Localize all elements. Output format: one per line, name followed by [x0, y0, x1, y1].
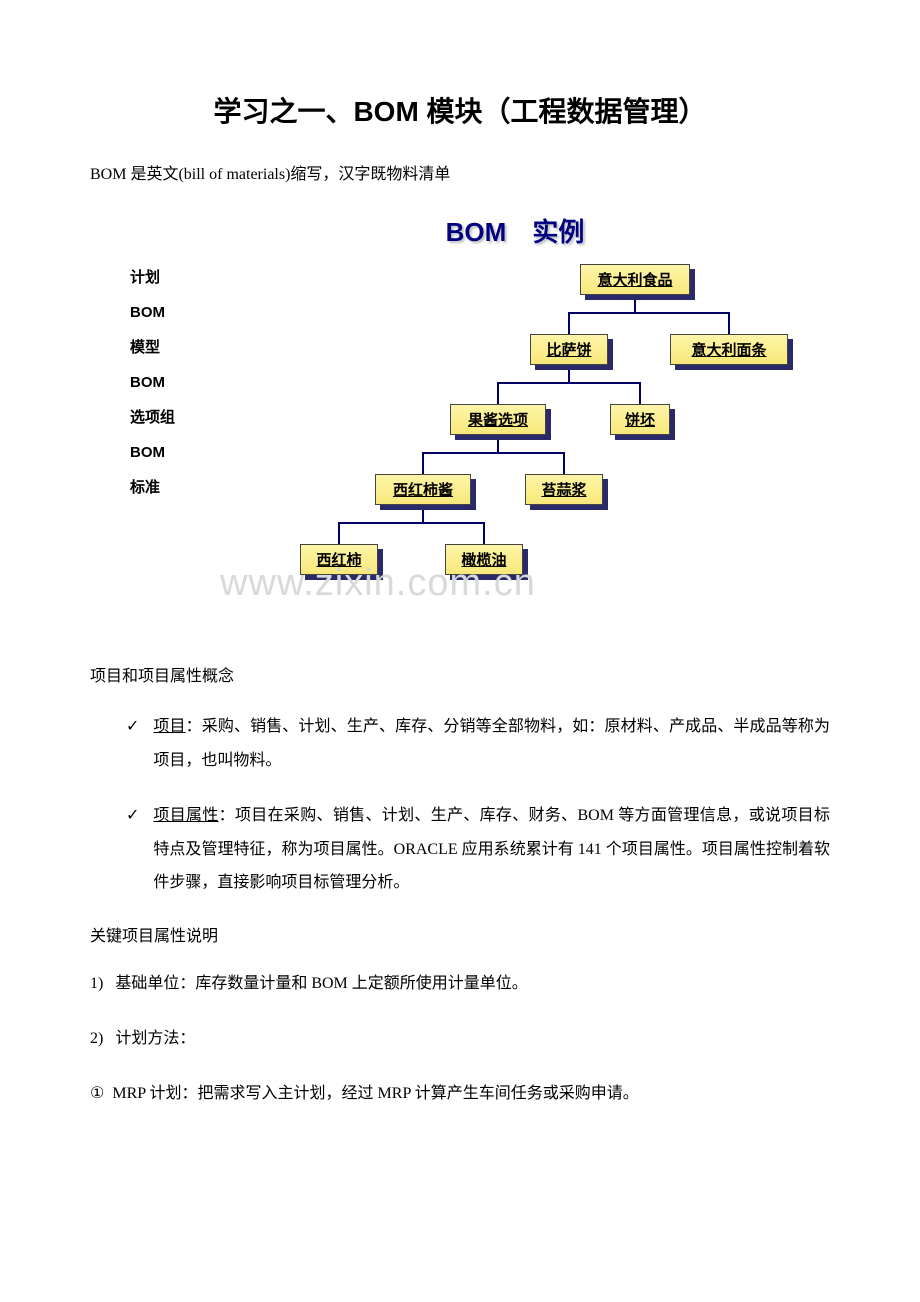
tree-node: 饼坯: [610, 404, 670, 435]
row-label: 模型: [130, 340, 175, 355]
tree-node: 橄榄油: [445, 544, 523, 575]
tree-node: 果酱选项: [450, 404, 546, 435]
bom-diagram: BOM 实例 计划 BOM 模型 BOM 选项组 BOM 标准 意大利食品比萨饼…: [90, 212, 830, 642]
diagram-row-labels: 计划 BOM 模型 BOM 选项组 BOM 标准: [130, 270, 175, 515]
check-icon: ✓: [126, 799, 139, 900]
tree-node: 西红柿: [300, 544, 378, 575]
bullet-item: ✓ 项目属性：项目在采购、销售、计划、生产、库存、财务、BOM 等方面管理信息，…: [126, 799, 830, 900]
row-label: 计划: [130, 270, 175, 285]
row-label: BOM: [130, 305, 175, 320]
numbered-item: 1) 基础单位：库存数量计量和 BOM 上定额所使用计量单位。: [90, 970, 830, 999]
row-label: BOM: [130, 445, 175, 460]
page-title: 学习之一、BOM 模块（工程数据管理）: [90, 90, 830, 130]
check-icon: ✓: [126, 710, 139, 777]
tree-node: 意大利面条: [670, 334, 788, 365]
numbered-item: 2) 计划方法：: [90, 1025, 830, 1054]
tree-node: 苔蒜浆: [525, 474, 603, 505]
circled-item: ① MRP 计划：把需求写入主计划，经过 MRP 计算产生车间任务或采购申请。: [90, 1080, 830, 1109]
bullet-text: 项目属性：项目在采购、销售、计划、生产、库存、财务、BOM 等方面管理信息，或说…: [153, 799, 830, 900]
section-heading: 项目和项目属性概念: [90, 662, 830, 686]
tree-node: 比萨饼: [530, 334, 608, 365]
intro-text: BOM 是英文(bill of materials)缩写，汉字既物料清单: [90, 160, 830, 184]
tree-node: 意大利食品: [580, 264, 690, 295]
tree-node: 西红柿酱: [375, 474, 471, 505]
row-label: BOM: [130, 375, 175, 390]
row-label: 标准: [130, 480, 175, 495]
section-heading: 关键项目属性说明: [90, 922, 830, 946]
diagram-title: BOM 实例: [200, 212, 830, 249]
row-label: 选项组: [130, 410, 175, 425]
bullet-item: ✓ 项目：采购、销售、计划、生产、库存、分销等全部物料，如：原材料、产成品、半成…: [126, 710, 830, 777]
bullet-text: 项目：采购、销售、计划、生产、库存、分销等全部物料，如：原材料、产成品、半成品等…: [153, 710, 830, 777]
tree-area: 意大利食品比萨饼 意大利面条果酱选项 饼坯西红柿酱 苔蒜浆西红柿 橄榄油: [200, 252, 830, 622]
